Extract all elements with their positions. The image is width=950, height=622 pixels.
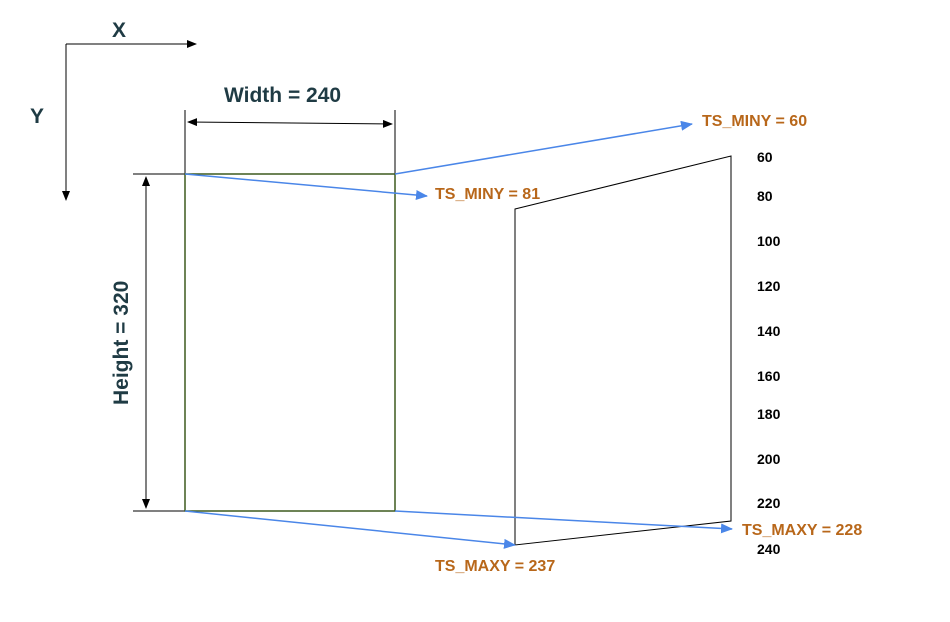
scale-tick: 120 [757,278,781,294]
scale-tick: 60 [757,149,773,165]
scale-tick: 80 [757,188,773,204]
scale-tick: 200 [757,451,781,467]
ts-maxy-right-label: TS_MAXY = 228 [742,522,862,539]
width-dimension-arrow [187,118,393,128]
screen-rectangle [184,173,396,512]
height-label: Height = 320 [110,281,133,405]
ts-miny-right-label: TS_MINY = 60 [702,113,807,130]
scale-tick: 140 [757,323,781,339]
arrow-ts-maxy-right [394,510,733,534]
scale-tick: 220 [757,495,781,511]
scale-tick: 240 [757,541,781,557]
scale-tick: 160 [757,368,781,384]
ts-miny-left-label: TS_MINY = 81 [435,186,540,203]
scale-tick: 100 [757,233,781,249]
width-label: Width = 240 [224,84,341,107]
scale-tick: 180 [757,406,781,422]
projected-trapezoid [514,155,732,546]
ts-maxy-left-label: TS_MAXY = 237 [435,558,555,575]
arrow-ts-miny-left [184,173,428,200]
arrow-ts-maxy-left [184,510,516,549]
arrow-ts-miny-right [394,120,693,175]
y-axis-label: Y [30,105,44,128]
x-axis-label: X [112,19,126,42]
